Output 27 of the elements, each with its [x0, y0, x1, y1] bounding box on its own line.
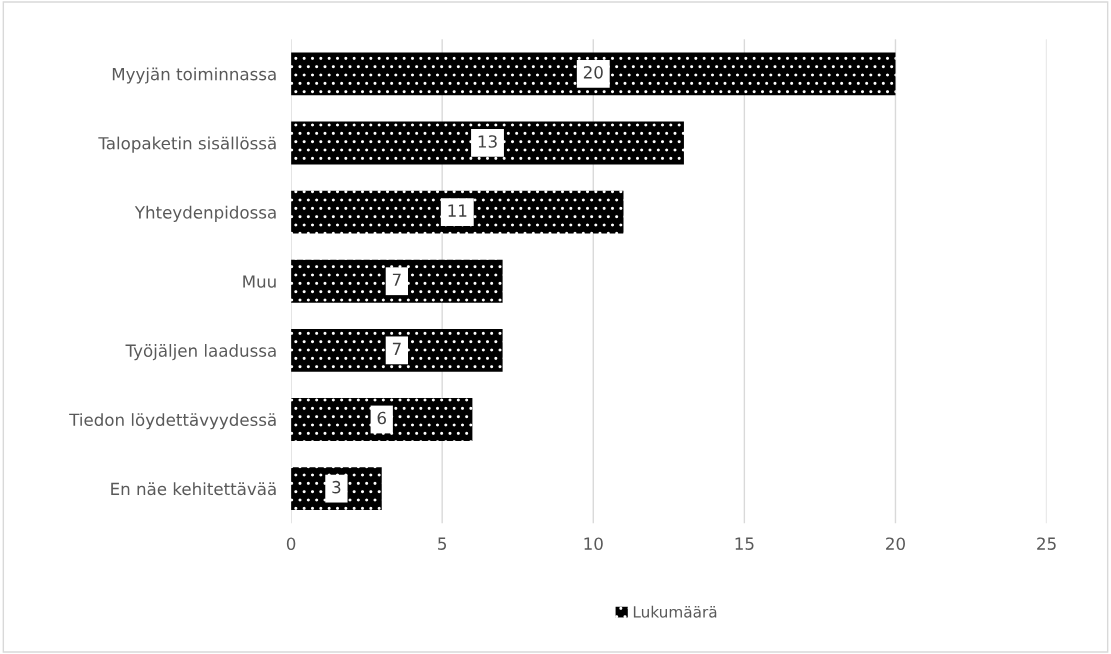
bar	[291, 259, 503, 303]
data-label: 7	[392, 273, 401, 286]
x-tick-label: 20	[886, 537, 905, 550]
y-tick-label: Myyjän toiminnassa	[112, 67, 276, 84]
bar	[291, 190, 624, 234]
x-tick-label: 15	[735, 537, 754, 550]
bar	[291, 398, 473, 441]
data-label: 7	[392, 342, 401, 355]
bar	[291, 328, 503, 372]
x-tick-label: 5	[438, 537, 447, 550]
x-tick-label: 10	[584, 537, 603, 550]
y-tick-label: Muu	[243, 275, 276, 288]
x-tick-label: 0	[286, 537, 296, 550]
data-label: 3	[332, 480, 341, 494]
legend-label: Lukumäärä	[633, 605, 717, 618]
bar	[291, 52, 896, 96]
bar	[291, 121, 684, 165]
y-tick-label: En näe kehitettävää	[111, 482, 276, 496]
y-tick-label: Talopaketin sisällössä	[98, 136, 276, 153]
y-tick-label: Tiedon löydettävyydessä	[69, 413, 276, 430]
y-tick-label: Yhteydenpidossa	[134, 205, 276, 222]
data-label: 13	[478, 135, 497, 148]
y-tick-label: Työjäljen laadussa	[125, 344, 276, 361]
data-label: 6	[377, 411, 386, 425]
data-label: 11	[448, 204, 467, 217]
x-tick-label: 25	[1037, 537, 1056, 550]
data-label: 20	[583, 66, 603, 79]
